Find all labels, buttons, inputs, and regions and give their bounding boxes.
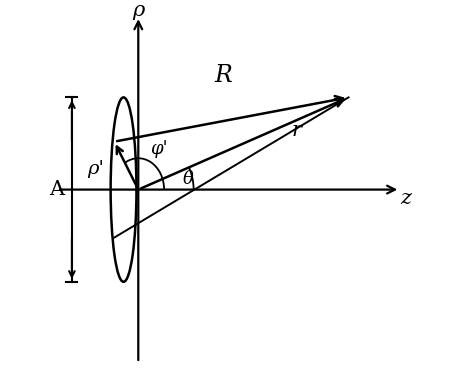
Text: ρ': ρ' bbox=[88, 160, 104, 178]
Text: φ': φ' bbox=[150, 140, 167, 158]
Text: θ: θ bbox=[183, 169, 194, 187]
Text: A: A bbox=[49, 180, 64, 199]
Text: z: z bbox=[400, 189, 411, 208]
Text: R: R bbox=[214, 64, 232, 87]
Text: r: r bbox=[292, 121, 302, 140]
Text: ρ: ρ bbox=[132, 1, 144, 20]
